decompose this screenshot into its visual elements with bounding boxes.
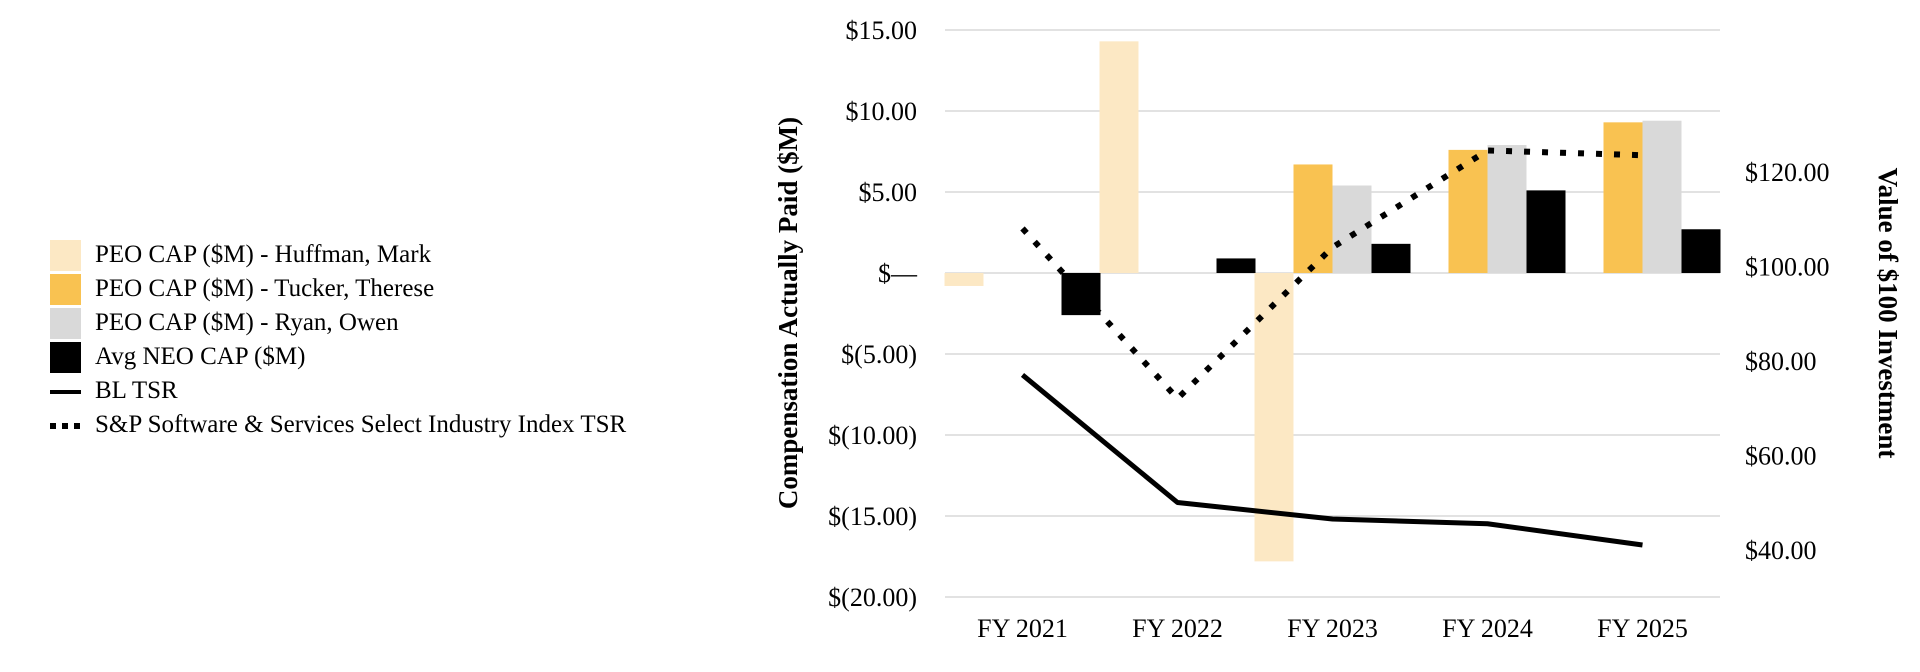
bar <box>1216 258 1256 273</box>
left-tick-label: $(20.00) <box>828 583 917 612</box>
bar <box>1681 229 1721 273</box>
legend-item: PEO CAP ($M) - Tucker, Therese <box>50 272 770 306</box>
left-axis-title: Compensation Actually Paid ($M) <box>773 117 803 509</box>
left-tick-label: $— <box>878 259 918 288</box>
bar <box>1642 120 1682 273</box>
chart-legend: PEO CAP ($M) - Huffman, Mark PEO CAP ($M)… <box>50 238 770 442</box>
legend-dotted-line <box>50 410 81 441</box>
bl-tsr-line <box>1020 372 1643 548</box>
legend-label: BL TSR <box>95 377 178 404</box>
bar <box>1448 149 1488 273</box>
legend-swatch <box>50 239 81 271</box>
legend-item: BL TSR <box>50 374 770 408</box>
left-tick-label: $15.00 <box>846 16 918 45</box>
right-axis-title: Value of $100 Investment <box>1873 168 1903 459</box>
right-tick-label: $80.00 <box>1745 347 1817 376</box>
legend-item: S&P Software & Services Select Industry … <box>50 408 770 442</box>
legend-item: Avg NEO CAP ($M) <box>50 340 770 374</box>
legend-swatch <box>50 273 81 305</box>
right-tick-label: $60.00 <box>1745 441 1817 470</box>
bar <box>1099 41 1139 274</box>
legend-label: Avg NEO CAP ($M) <box>95 343 306 370</box>
bar <box>1487 145 1527 273</box>
category-label: FY 2023 <box>1287 614 1378 643</box>
right-tick-label: $40.00 <box>1745 536 1817 565</box>
bar <box>1061 273 1101 316</box>
legend-item: PEO CAP ($M) - Ryan, Owen <box>50 306 770 340</box>
category-label: FY 2022 <box>1132 614 1223 643</box>
legend-label: PEO CAP ($M) - Ryan, Owen <box>95 309 399 336</box>
bar <box>1603 122 1643 273</box>
legend-label: PEO CAP ($M) - Tucker, Therese <box>95 275 435 302</box>
legend-swatch <box>50 341 81 373</box>
bar <box>1332 185 1372 273</box>
category-label: FY 2025 <box>1597 614 1688 643</box>
left-tick-label: $10.00 <box>846 97 918 126</box>
legend-label: PEO CAP ($M) - Huffman, Mark <box>95 241 432 268</box>
left-tick-label: $(5.00) <box>841 340 917 369</box>
category-label: FY 2021 <box>977 614 1068 643</box>
left-tick-label: $5.00 <box>859 178 918 207</box>
category-label: FY 2024 <box>1442 614 1533 643</box>
left-tick-label: $(15.00) <box>828 502 917 531</box>
bar <box>1371 243 1411 273</box>
right-tick-label: $120.00 <box>1745 158 1830 187</box>
legend-swatch <box>50 307 81 339</box>
left-tick-label: $(10.00) <box>828 421 917 450</box>
legend-item: PEO CAP ($M) - Huffman, Mark <box>50 238 770 272</box>
right-tick-label: $100.00 <box>1745 252 1830 281</box>
bar <box>944 273 984 286</box>
legend-solid-line <box>50 376 81 407</box>
bar <box>1526 190 1566 273</box>
legend-label: S&P Software & Services Select Industry … <box>95 411 627 438</box>
